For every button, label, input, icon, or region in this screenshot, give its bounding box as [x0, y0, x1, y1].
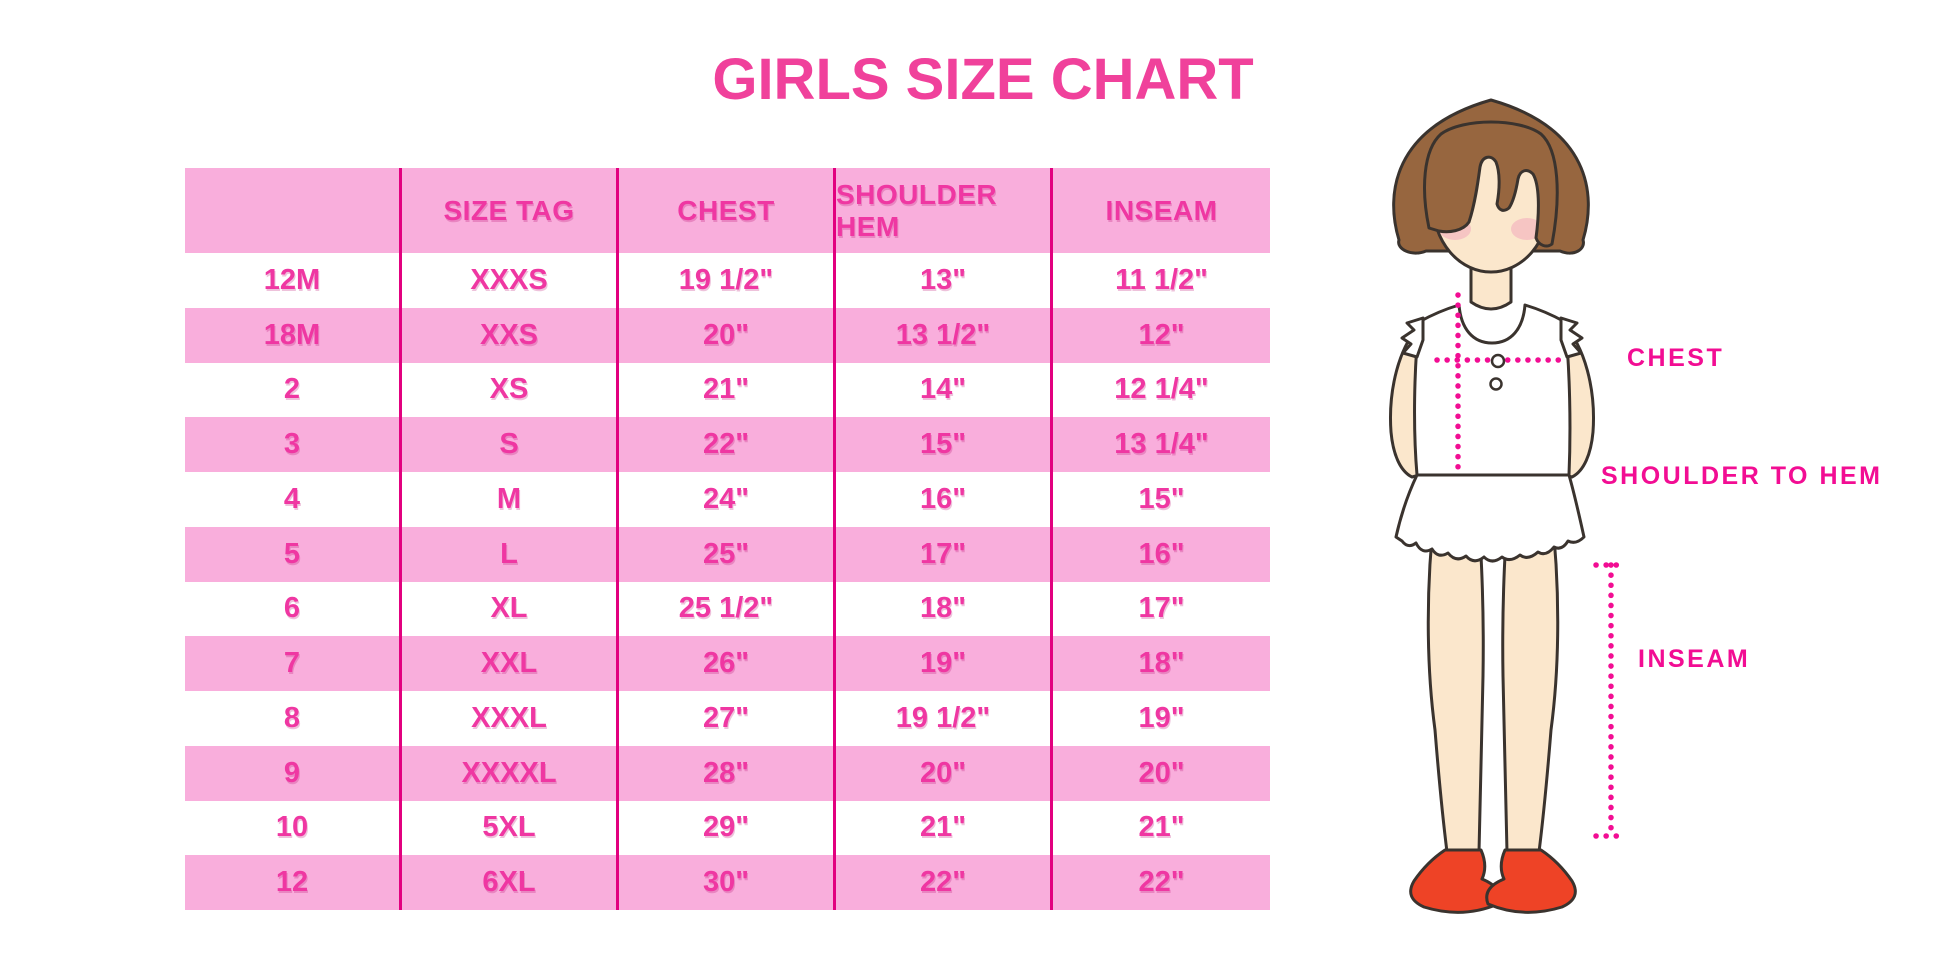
- table-row: 4 M 24" 16" 15": [185, 472, 1270, 527]
- table-cell: 29": [619, 800, 836, 856]
- chest-label: CHEST: [1627, 344, 1725, 372]
- table-cell: 15": [1138, 482, 1185, 515]
- table-cell: 25": [619, 526, 836, 582]
- girl-illustration: [1389, 98, 1629, 914]
- measurement-figure: CHEST SHOULDER TO HEM INSEAM: [1355, 78, 1946, 958]
- table-cell: 24": [619, 472, 836, 527]
- header-cell: SHOULDER HEM: [836, 168, 1053, 253]
- table-cell: 13 1/4": [1114, 428, 1209, 461]
- table-row: 12M XXXS 19 1/2" 13" 11 1/2": [185, 253, 1270, 308]
- left-shoe: [1409, 848, 1501, 914]
- header-cell: [185, 168, 402, 253]
- table-cell: XL: [402, 581, 619, 637]
- table-cell: 12: [185, 855, 402, 910]
- table-cell: 7: [185, 636, 402, 691]
- table-cell: 19 1/2": [836, 691, 1053, 746]
- table-cell: 14": [836, 362, 1053, 418]
- table-cell: 21": [1138, 811, 1185, 844]
- peplum: [1394, 473, 1586, 563]
- right-shoe: [1485, 848, 1577, 914]
- table-cell: 19": [1138, 701, 1185, 734]
- table-row: 2 XS 21" 14" 12 1/4": [185, 362, 1270, 418]
- table-cell: 6XL: [402, 855, 619, 910]
- table-cell: 22": [836, 855, 1053, 910]
- table-row: 18M XXS 20" 13 1/2" 12": [185, 307, 1270, 363]
- table-header-row: SIZE TAG CHEST SHOULDER HEM INSEAM: [185, 168, 1270, 253]
- table-cell: 19": [836, 636, 1053, 691]
- table-cell: XXXS: [402, 253, 619, 308]
- table-cell: XXL: [402, 636, 619, 691]
- table-row: 8 XXXL 27" 19 1/2" 19": [185, 691, 1270, 746]
- table-cell: 12 1/4": [1114, 373, 1209, 406]
- table-cell: 21": [619, 362, 836, 418]
- header-cell: CHEST: [619, 168, 836, 253]
- table-cell: XS: [402, 362, 619, 418]
- table-cell: 20": [836, 745, 1053, 801]
- table-cell: 6: [185, 581, 402, 637]
- table-cell: 9: [185, 745, 402, 801]
- table-cell: 8: [185, 691, 402, 746]
- table-row: 10 5XL 29" 21" 21": [185, 800, 1270, 856]
- table-cell: 27": [619, 691, 836, 746]
- table-cell: 15": [836, 417, 1053, 472]
- top-button: [1490, 353, 1506, 369]
- table-cell: 16": [1138, 537, 1185, 570]
- table-cell: 18": [836, 581, 1053, 637]
- inseam-label: INSEAM: [1638, 645, 1751, 673]
- table-row: 6 XL 25 1/2" 18" 17": [185, 581, 1270, 637]
- table-cell: 26": [619, 636, 836, 691]
- table-cell: 22": [1138, 866, 1185, 899]
- table-cell: S: [402, 417, 619, 472]
- table-row: 12 6XL 30" 22" 22": [185, 855, 1270, 910]
- table-cell: 18M: [185, 307, 402, 363]
- shoulder-to-hem-label: SHOULDER TO HEM: [1601, 462, 1883, 490]
- hair-bangs: [1423, 120, 1559, 248]
- right-shoulder-ruffle: [1559, 316, 1584, 359]
- table-cell: 20": [619, 307, 836, 363]
- table-cell: 25 1/2": [619, 581, 836, 637]
- table-cell: XXXXL: [402, 745, 619, 801]
- left-shoulder-ruffle: [1400, 316, 1425, 359]
- table-cell: XXXL: [402, 691, 619, 746]
- table-cell: 10: [185, 800, 402, 856]
- table-cell: 17": [1138, 592, 1185, 625]
- table-cell: 2: [185, 362, 402, 418]
- table-cell: L: [402, 526, 619, 582]
- table-cell: 21": [836, 800, 1053, 856]
- table-cell: 5XL: [402, 800, 619, 856]
- table-cell: 18": [1138, 647, 1185, 680]
- table-cell: 13 1/2": [836, 307, 1053, 363]
- table-cell: XXS: [402, 307, 619, 363]
- table-cell: 3: [185, 417, 402, 472]
- table-cell: 4: [185, 472, 402, 527]
- header-cell: SIZE TAG: [402, 168, 619, 253]
- table-cell: 11 1/2": [1115, 263, 1208, 296]
- table-cell: 22": [619, 417, 836, 472]
- table-row: 9 XXXXL 28" 20" 20": [185, 745, 1270, 801]
- table-cell: M: [402, 472, 619, 527]
- table-cell: 13": [836, 253, 1053, 308]
- table-cell: 17": [836, 526, 1053, 582]
- table-cell: 28": [619, 745, 836, 801]
- table-row: 5 L 25" 17" 16": [185, 526, 1270, 582]
- table-row: 7 XXL 26" 19" 18": [185, 636, 1270, 691]
- header-cell: INSEAM: [1105, 194, 1218, 226]
- table-cell: 20": [1138, 756, 1185, 789]
- table-cell: 30": [619, 855, 836, 910]
- table-row: 3 S 22" 15" 13 1/4": [185, 417, 1270, 472]
- table-cell: 16": [836, 472, 1053, 527]
- table-cell: 5: [185, 526, 402, 582]
- table-cell: 12M: [185, 253, 402, 308]
- bottom-button: [1489, 377, 1503, 391]
- table-cell: 12": [1138, 318, 1185, 351]
- bodice: [1413, 303, 1572, 477]
- table-cell: 19 1/2": [619, 253, 836, 308]
- page-title: GIRLS SIZE CHART: [712, 47, 1254, 112]
- size-chart-table: SIZE TAG CHEST SHOULDER HEM INSEAM 12M XXXS 19…: [185, 168, 1270, 910]
